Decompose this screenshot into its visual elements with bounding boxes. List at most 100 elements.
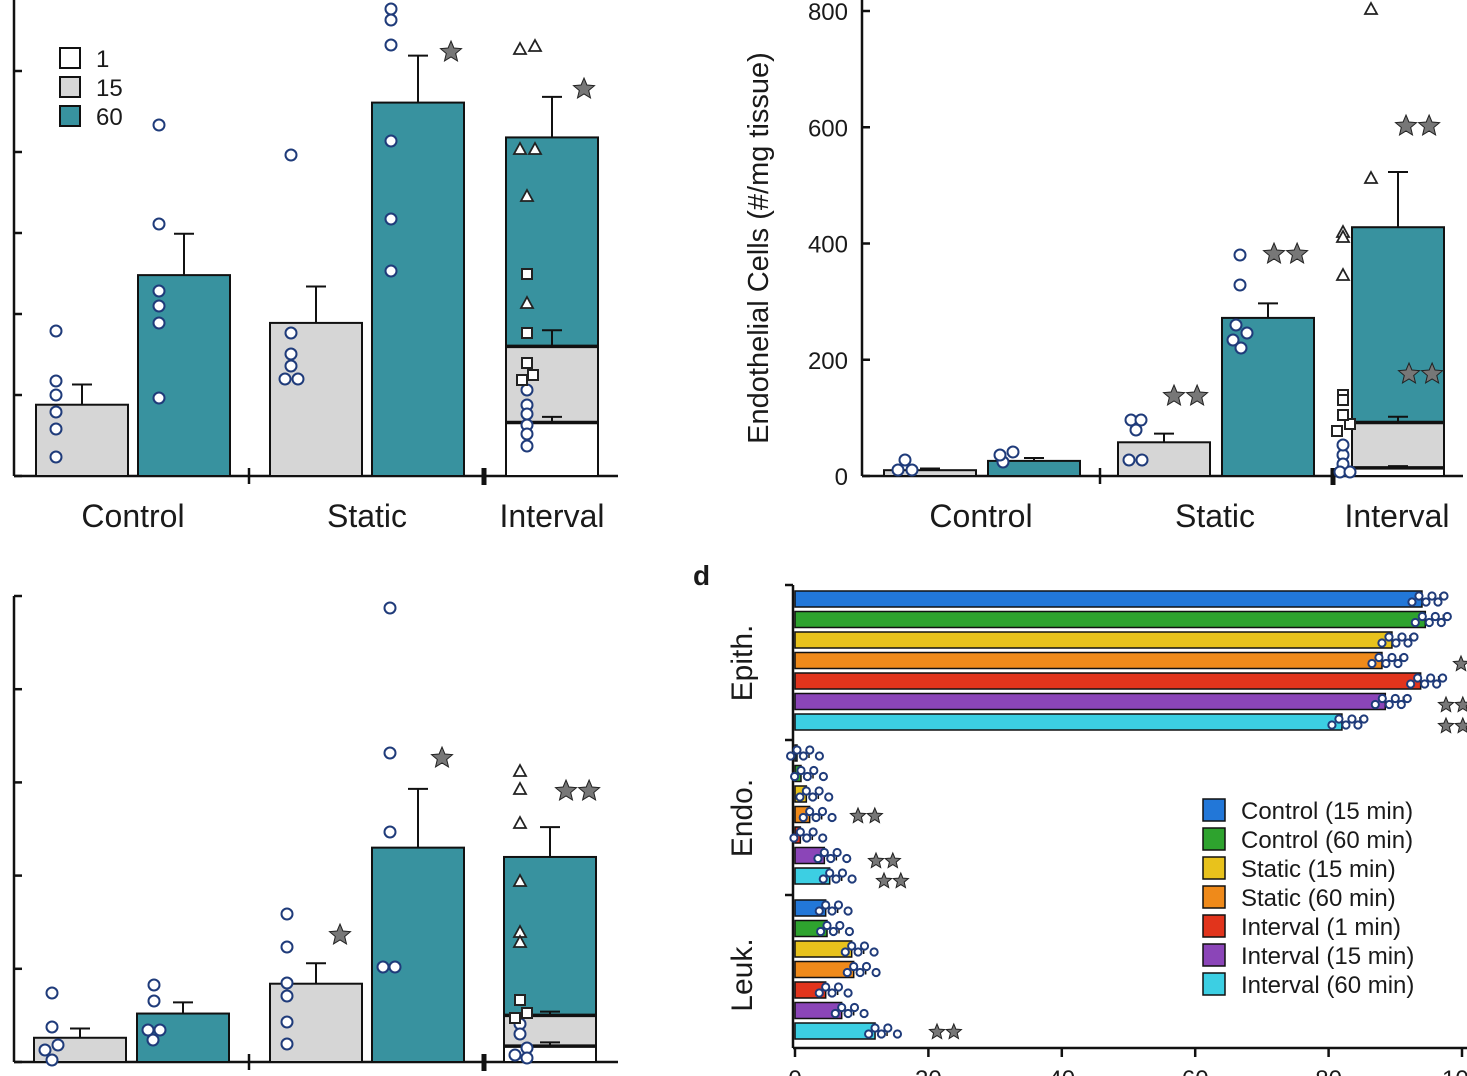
data-point	[833, 982, 844, 992]
data-point	[521, 327, 533, 339]
data-point	[814, 751, 825, 761]
data-point	[1337, 409, 1349, 421]
legend-label: Static (60 min)	[1241, 885, 1396, 912]
data-point	[1397, 632, 1407, 642]
data-point	[521, 1007, 533, 1019]
bar-interval-60-min-	[794, 1022, 876, 1040]
group-label: Leuk.	[726, 938, 759, 1011]
legend-swatch	[1202, 885, 1226, 909]
legend-swatch	[1202, 856, 1226, 880]
data-point	[383, 601, 397, 615]
data-point	[819, 847, 829, 858]
data-point	[51, 1038, 65, 1052]
bar-static-60-min-	[794, 651, 1383, 670]
data-point	[1135, 453, 1149, 467]
data-point	[527, 369, 539, 381]
panel-c-chart	[12, 594, 618, 1071]
data-point	[520, 383, 534, 397]
data-point	[1359, 714, 1369, 724]
data-point	[809, 765, 819, 776]
data-point	[876, 1029, 887, 1039]
data-point	[1374, 652, 1384, 663]
data-point	[384, 212, 398, 226]
data-point	[527, 141, 543, 155]
data-point	[1433, 597, 1443, 607]
data-point	[45, 1020, 59, 1034]
data-point	[808, 827, 818, 837]
data-point	[1420, 679, 1430, 689]
x-tick-label: 60	[1182, 1066, 1209, 1076]
data-point	[1353, 720, 1363, 730]
data-point	[376, 960, 390, 974]
data-point	[45, 1053, 59, 1067]
bar-static-15-min-	[794, 631, 1393, 649]
data-point	[827, 988, 837, 998]
data-point	[49, 388, 63, 402]
x-tick-label: 0	[788, 1066, 801, 1076]
data-point	[828, 926, 839, 937]
legend-swatch	[59, 105, 81, 127]
data-point	[801, 786, 811, 796]
data-point	[1410, 617, 1420, 628]
data-point	[512, 781, 528, 795]
legend-label: Static (15 min)	[1241, 856, 1396, 883]
y-tick-label: 400	[808, 232, 848, 259]
data-point	[835, 920, 845, 931]
data-point	[1421, 597, 1431, 607]
data-point	[527, 38, 543, 52]
group-label: Epith.	[726, 625, 759, 702]
data-point	[1407, 597, 1417, 607]
data-point	[792, 745, 802, 755]
data-point	[513, 1027, 527, 1041]
panel-d-label: d	[693, 560, 710, 591]
legend-label: Control (15 min)	[1241, 798, 1413, 825]
data-point	[1381, 658, 1391, 669]
data-point	[1122, 453, 1136, 467]
data-point	[1226, 333, 1240, 347]
data-point	[519, 295, 535, 309]
significance-star	[572, 76, 596, 99]
legend-swatch	[59, 76, 81, 98]
significance-star	[1162, 383, 1186, 406]
legend-label: Control (60 min)	[1241, 827, 1413, 854]
data-point	[1341, 720, 1351, 730]
significance-star	[1453, 695, 1467, 713]
significance-star	[1262, 241, 1286, 264]
data-point	[508, 1048, 522, 1062]
data-point	[520, 427, 534, 441]
data-point	[798, 812, 808, 823]
data-point	[1233, 278, 1247, 292]
data-point	[1336, 438, 1350, 452]
data-point	[284, 326, 298, 340]
significance-star	[883, 851, 902, 869]
data-point	[842, 853, 852, 864]
significance-star	[1417, 113, 1441, 136]
data-point	[1442, 611, 1452, 622]
legend-swatch	[1202, 798, 1226, 822]
legend-swatch	[59, 47, 81, 69]
y-tick-label: 200	[808, 348, 848, 375]
data-point	[1337, 394, 1349, 406]
data-point	[520, 1051, 534, 1065]
data-point	[1430, 611, 1440, 622]
data-point	[280, 1037, 294, 1051]
data-point	[49, 374, 63, 388]
x-tick-label: 80	[1315, 1066, 1342, 1076]
bar-1	[505, 421, 599, 478]
data-point	[1396, 699, 1406, 710]
data-point	[869, 947, 879, 957]
data-point	[824, 792, 834, 802]
significance-star	[1437, 716, 1455, 734]
data-point	[814, 988, 824, 998]
data-point	[280, 976, 294, 990]
data-point	[1363, 1, 1379, 15]
data-point	[805, 745, 815, 755]
data-point	[1234, 341, 1248, 355]
bar-15	[35, 403, 129, 477]
data-point	[802, 833, 812, 843]
data-point	[855, 967, 865, 978]
data-point	[843, 1008, 853, 1019]
data-point	[521, 357, 533, 369]
bar-interval-15-min-	[794, 692, 1387, 711]
data-point	[826, 853, 836, 864]
